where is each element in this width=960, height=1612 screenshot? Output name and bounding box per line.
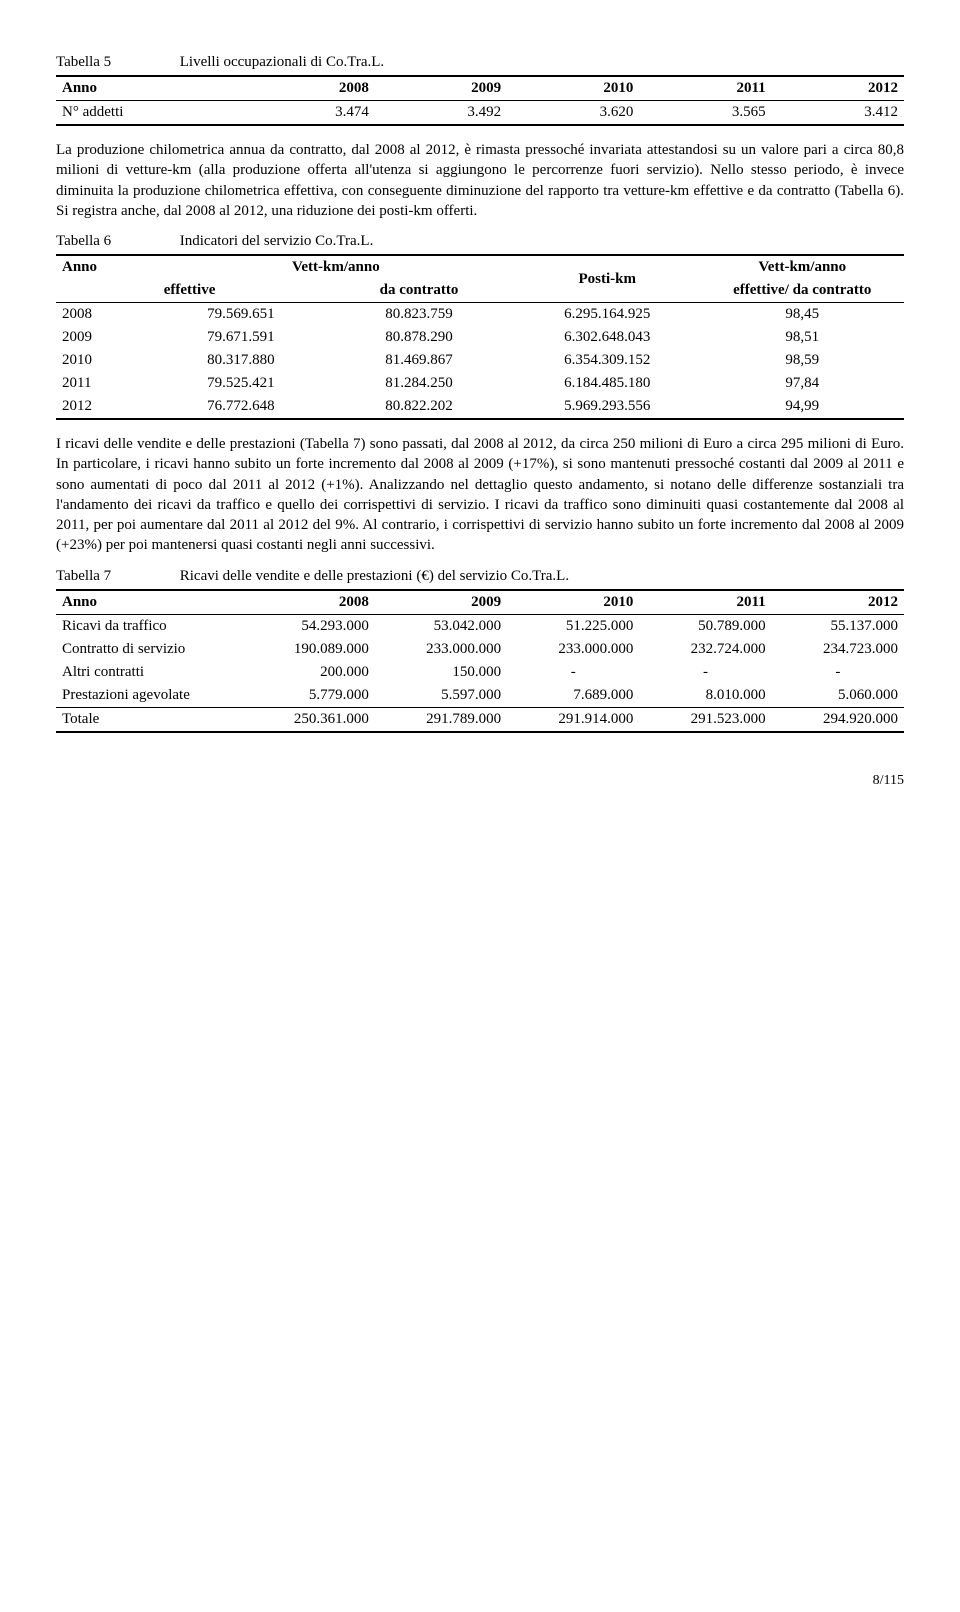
t6-h-contratto: da contratto: [324, 279, 514, 303]
page-number: 8/115: [56, 773, 904, 789]
t6-r1-2: 80.878.290: [324, 326, 514, 349]
t7-r1-3: 233.000.000: [507, 638, 639, 661]
t7-tot-2: 291.789.000: [375, 707, 507, 732]
t7-r3-1: 5.779.000: [243, 684, 375, 708]
t7-col-1: 2008: [243, 590, 375, 615]
t6-r2-3: 6.354.309.152: [514, 349, 701, 372]
t5-row0-1: 3.474: [243, 101, 375, 126]
table6-caption: Tabella 6 Indicatori del servizio Co.Tra…: [56, 233, 904, 250]
t7-col-3: 2010: [507, 590, 639, 615]
t6-r2-0: 2010: [56, 349, 158, 372]
table7-title: Ricavi delle vendite e delle prestazioni…: [180, 568, 569, 584]
t7-r1-2: 233.000.000: [375, 638, 507, 661]
t5-col-2: 2009: [375, 76, 507, 101]
table5-caption: Tabella 5 Livelli occupazionali di Co.Tr…: [56, 54, 904, 71]
t6-h-postikm: Posti-km: [514, 255, 701, 303]
t7-r3-2: 5.597.000: [375, 684, 507, 708]
t7-r3-4: 8.010.000: [639, 684, 771, 708]
table6-title: Indicatori del servizio Co.Tra.L.: [180, 233, 374, 249]
t7-r2-1: 200.000: [243, 661, 375, 684]
table7: Anno 2008 2009 2010 2011 2012 Ricavi da …: [56, 589, 904, 733]
t6-h-ratio-top: Vett-km/anno: [700, 255, 904, 279]
t6-r3-1: 79.525.421: [158, 372, 324, 395]
t6-r0-2: 80.823.759: [324, 303, 514, 327]
t7-tot-1: 250.361.000: [243, 707, 375, 732]
t6-r3-3: 6.184.485.180: [514, 372, 701, 395]
table7-label: Tabella 7: [56, 568, 176, 585]
t6-r4-0: 2012: [56, 395, 158, 419]
t6-r3-2: 81.284.250: [324, 372, 514, 395]
t6-r1-4: 98,51: [700, 326, 904, 349]
t7-r2-2: 150.000: [375, 661, 507, 684]
t7-r1-1: 190.089.000: [243, 638, 375, 661]
t7-tot-4: 291.523.000: [639, 707, 771, 732]
t6-r0-0: 2008: [56, 303, 158, 327]
t5-row0-3: 3.620: [507, 101, 639, 126]
t6-h-effettive: effettive: [158, 279, 324, 303]
table5-label: Tabella 5: [56, 54, 176, 71]
t7-col-0: Anno: [56, 590, 243, 615]
t6-r0-3: 6.295.164.925: [514, 303, 701, 327]
t6-h-vettkm: Vett-km/anno: [158, 255, 514, 279]
t7-r0-3: 51.225.000: [507, 614, 639, 638]
table6: Anno Vett-km/anno Posti-km Vett-km/anno …: [56, 254, 904, 420]
t7-col-2: 2009: [375, 590, 507, 615]
t7-r0-5: 55.137.000: [772, 614, 904, 638]
t7-r0-2: 53.042.000: [375, 614, 507, 638]
t6-r1-0: 2009: [56, 326, 158, 349]
t6-r4-3: 5.969.293.556: [514, 395, 701, 419]
paragraph-2: I ricavi delle vendite e delle prestazio…: [56, 434, 904, 556]
t7-tot-3: 291.914.000: [507, 707, 639, 732]
t6-r2-2: 81.469.867: [324, 349, 514, 372]
t5-row0-4: 3.565: [639, 101, 771, 126]
t6-r3-4: 97,84: [700, 372, 904, 395]
t7-r1-4: 232.724.000: [639, 638, 771, 661]
t7-r2-3: -: [507, 661, 639, 684]
t7-r0-0: Ricavi da traffico: [56, 614, 243, 638]
t5-col-1: 2008: [243, 76, 375, 101]
t7-col-5: 2012: [772, 590, 904, 615]
t6-r2-4: 98,59: [700, 349, 904, 372]
t5-col-3: 2010: [507, 76, 639, 101]
t6-r4-2: 80.822.202: [324, 395, 514, 419]
t7-r1-0: Contratto di servizio: [56, 638, 243, 661]
t6-r4-4: 94,99: [700, 395, 904, 419]
table7-caption: Tabella 7 Ricavi delle vendite e delle p…: [56, 568, 904, 585]
t6-r4-1: 76.772.648: [158, 395, 324, 419]
t6-r0-4: 98,45: [700, 303, 904, 327]
t5-row0-2: 3.492: [375, 101, 507, 126]
t7-tot-0: Totale: [56, 707, 243, 732]
table5-title: Livelli occupazionali di Co.Tra.L.: [180, 54, 384, 70]
t5-col-4: 2011: [639, 76, 771, 101]
t6-h-anno: Anno: [56, 255, 158, 303]
t5-row0-0: N° addetti: [56, 101, 243, 126]
t5-row0-5: 3.412: [772, 101, 904, 126]
t7-r2-5: -: [772, 661, 904, 684]
t6-r2-1: 80.317.880: [158, 349, 324, 372]
table5: Anno 2008 2009 2010 2011 2012 N° addetti…: [56, 75, 904, 126]
t6-r0-1: 79.569.651: [158, 303, 324, 327]
paragraph-1: La produzione chilometrica annua da cont…: [56, 140, 904, 221]
t7-r0-4: 50.789.000: [639, 614, 771, 638]
t7-r3-5: 5.060.000: [772, 684, 904, 708]
t6-h-ratio-bot: effettive/ da contratto: [700, 279, 904, 303]
t7-r2-0: Altri contratti: [56, 661, 243, 684]
t7-r0-1: 54.293.000: [243, 614, 375, 638]
t7-r3-0: Prestazioni agevolate: [56, 684, 243, 708]
t7-r2-4: -: [639, 661, 771, 684]
t6-r3-0: 2011: [56, 372, 158, 395]
t5-col-0: Anno: [56, 76, 243, 101]
t7-tot-5: 294.920.000: [772, 707, 904, 732]
t7-col-4: 2011: [639, 590, 771, 615]
t7-r3-3: 7.689.000: [507, 684, 639, 708]
table6-label: Tabella 6: [56, 233, 176, 250]
t7-r1-5: 234.723.000: [772, 638, 904, 661]
t6-r1-1: 79.671.591: [158, 326, 324, 349]
t5-col-5: 2012: [772, 76, 904, 101]
t6-r1-3: 6.302.648.043: [514, 326, 701, 349]
